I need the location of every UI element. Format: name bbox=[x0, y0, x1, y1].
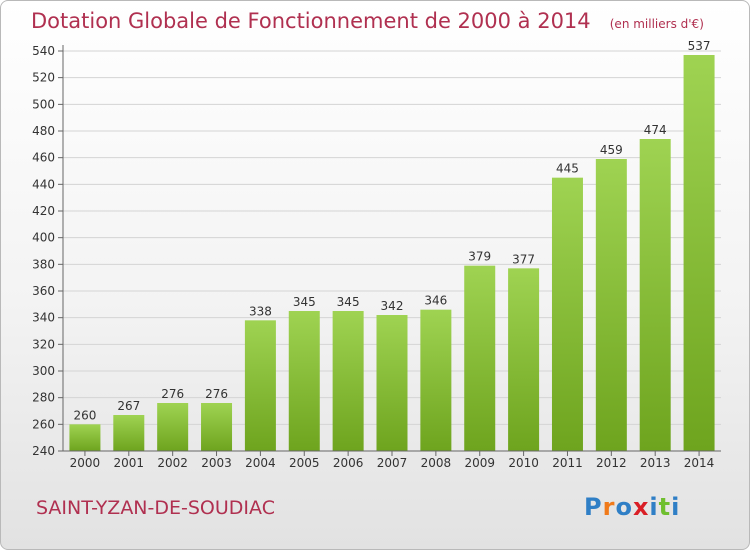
bars bbox=[69, 55, 715, 451]
y-axis-ticks: 240 260 280 300 320 340 360 380 400 420 440 460 480 5… bbox=[32, 44, 63, 458]
logo-letter: r bbox=[602, 493, 616, 521]
y-tick-label: 300 bbox=[32, 364, 55, 378]
bar bbox=[551, 177, 583, 451]
x-axis-ticks: 2000 2001 2002 2003 2004 2005 2006 2007 2008 2009… bbox=[70, 451, 715, 470]
y-tick-label: 520 bbox=[32, 71, 55, 85]
x-tick-label: 2012 bbox=[596, 456, 627, 470]
bar bbox=[288, 311, 320, 451]
data-label: 342 bbox=[381, 299, 404, 313]
y-tick-label: 480 bbox=[32, 124, 55, 138]
data-label: 459 bbox=[600, 143, 623, 157]
data-label: 474 bbox=[644, 123, 667, 137]
x-tick-label: 2011 bbox=[552, 456, 583, 470]
data-label: 338 bbox=[249, 304, 272, 318]
proxiti-logo: Proxiti bbox=[584, 493, 680, 521]
data-label: 276 bbox=[205, 387, 228, 401]
logo-letter: o bbox=[615, 493, 633, 521]
data-label: 379 bbox=[468, 250, 491, 264]
x-tick-label: 2006 bbox=[333, 456, 364, 470]
x-tick-label: 2005 bbox=[289, 456, 320, 470]
y-tick-label: 280 bbox=[32, 391, 55, 405]
x-tick-label: 2014 bbox=[684, 456, 715, 470]
x-tick-label: 2000 bbox=[70, 456, 101, 470]
bar bbox=[420, 309, 452, 451]
data-label: 377 bbox=[512, 252, 535, 266]
bar bbox=[683, 55, 715, 451]
bar bbox=[244, 320, 276, 451]
y-tick-label: 240 bbox=[32, 444, 55, 458]
y-tick-label: 260 bbox=[32, 417, 55, 431]
bar bbox=[69, 424, 101, 451]
data-label: 267 bbox=[117, 399, 140, 413]
bar bbox=[464, 265, 496, 451]
bar bbox=[639, 139, 671, 451]
x-tick-label: 2007 bbox=[377, 456, 408, 470]
y-tick-label: 360 bbox=[32, 284, 55, 298]
commune-name: SAINT-YZAN-DE-SOUDIAC bbox=[36, 497, 275, 519]
y-tick-label: 460 bbox=[32, 151, 55, 165]
data-label: 345 bbox=[337, 295, 360, 309]
data-label: 537 bbox=[688, 39, 711, 53]
y-tick-label: 340 bbox=[32, 311, 55, 325]
x-tick-label: 2010 bbox=[508, 456, 539, 470]
logo-letter: i bbox=[671, 493, 681, 521]
y-tick-label: 320 bbox=[32, 337, 55, 351]
y-tick-label: 420 bbox=[32, 204, 55, 218]
y-tick-label: 540 bbox=[32, 44, 55, 58]
x-tick-label: 2009 bbox=[464, 456, 495, 470]
bar bbox=[376, 315, 408, 451]
x-tick-label: 2001 bbox=[114, 456, 145, 470]
chart-title: Dotation Globale de Fonctionnement de 20… bbox=[31, 9, 591, 33]
data-label: 260 bbox=[73, 408, 96, 422]
title-row: Dotation Globale de Fonctionnement de 20… bbox=[31, 9, 704, 33]
bar bbox=[157, 403, 189, 451]
bar bbox=[332, 311, 364, 451]
data-label: 445 bbox=[556, 162, 579, 176]
chart-subtitle: (en milliers d'€) bbox=[609, 17, 704, 31]
data-label: 346 bbox=[424, 294, 447, 308]
x-tick-label: 2008 bbox=[421, 456, 452, 470]
bar bbox=[595, 159, 627, 451]
bar bbox=[508, 268, 540, 451]
x-tick-label: 2013 bbox=[640, 456, 671, 470]
logo-letter: P bbox=[584, 493, 603, 521]
x-tick-label: 2004 bbox=[245, 456, 276, 470]
logo-letter: x bbox=[632, 493, 650, 521]
bar bbox=[113, 415, 145, 451]
data-label: 345 bbox=[293, 295, 316, 309]
y-tick-label: 500 bbox=[32, 97, 55, 111]
bar bbox=[201, 403, 233, 451]
data-labels: 260 267 276 276 338 345 345 342 346 379 377 445 459 4… bbox=[73, 39, 710, 422]
y-tick-label: 440 bbox=[32, 177, 55, 191]
y-tick-label: 380 bbox=[32, 257, 55, 271]
logo-letter: i bbox=[649, 493, 659, 521]
logo-letter: t bbox=[658, 493, 672, 521]
y-tick-label: 400 bbox=[32, 231, 55, 245]
x-tick-label: 2002 bbox=[157, 456, 188, 470]
x-tick-label: 2003 bbox=[201, 456, 232, 470]
data-label: 276 bbox=[161, 387, 184, 401]
